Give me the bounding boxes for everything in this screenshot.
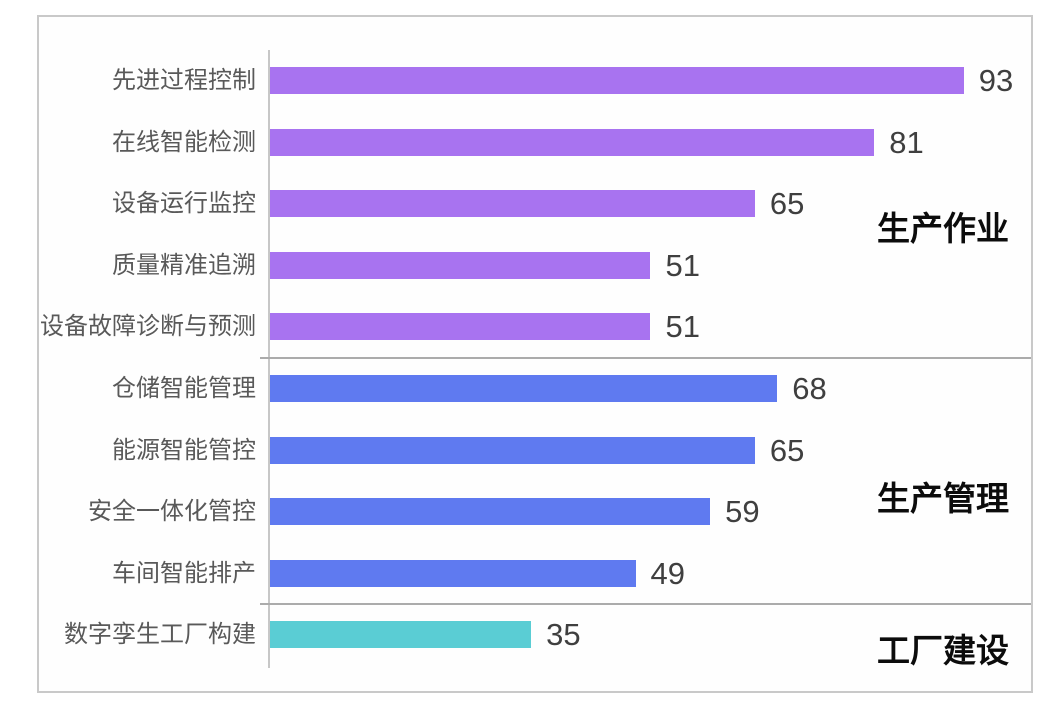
bar-row: 数字孪生工厂构建 35: [39, 617, 1031, 653]
group-label: 工厂建设: [877, 632, 1009, 669]
bar: [270, 313, 650, 341]
bar: [270, 559, 636, 587]
value-label: 51: [665, 309, 700, 345]
bar: [270, 621, 531, 649]
plot-area: 先进过程控制 93 在线智能检测 81 设备运行监控 65 质量精准追溯 51 设备故障诊断与预…: [39, 17, 1031, 691]
category-label: 车间智能排产: [112, 559, 256, 587]
category-label: 设备故障诊断与预测: [40, 313, 256, 341]
value-label: 35: [546, 617, 581, 653]
category-label: 在线智能检测: [112, 128, 256, 156]
group-label: 生产作业: [877, 210, 1009, 247]
bar-row: 车间智能排产 49: [39, 555, 1031, 591]
value-label: 81: [889, 124, 924, 160]
bar: [270, 67, 964, 94]
value-label: 68: [792, 371, 827, 406]
value-label: 65: [769, 186, 805, 222]
category-label: 能源智能管控: [112, 436, 256, 464]
bar-row: 在线智能检测 81: [39, 124, 1031, 160]
bar: [270, 128, 874, 156]
bar: [270, 251, 650, 279]
category-label: 先进过程控制: [112, 67, 256, 94]
bar: [270, 436, 755, 464]
y-axis-line: [268, 50, 270, 668]
bar-row: 设备运行监控 65: [39, 186, 1031, 222]
category-label: 质量精准追溯: [112, 251, 256, 279]
value-label: 51: [665, 247, 700, 283]
group-divider: [260, 603, 1031, 605]
bar: [270, 498, 710, 526]
bar: [270, 375, 777, 402]
bar: [270, 190, 755, 218]
category-label: 设备运行监控: [112, 190, 256, 218]
category-label: 仓储智能管理: [112, 375, 256, 402]
bar-row: 质量精准追溯 51: [39, 247, 1031, 283]
chart-frame: 先进过程控制 93 在线智能检测 81 设备运行监控 65 质量精准追溯 51 设备故障诊断与预…: [37, 15, 1033, 693]
category-label: 安全一体化管控: [88, 498, 256, 526]
bar-row: 能源智能管控 65: [39, 432, 1031, 468]
bar-row: 安全一体化管控 59: [39, 494, 1031, 530]
bar-row: 设备故障诊断与预测 51: [39, 309, 1031, 345]
value-label: 49: [650, 555, 686, 591]
bar-row: 先进过程控制 93: [39, 63, 1031, 98]
group-divider: [260, 357, 1031, 359]
value-label: 65: [769, 432, 805, 468]
category-label: 数字孪生工厂构建: [64, 621, 256, 649]
value-label: 59: [725, 494, 760, 530]
bar-row: 仓储智能管理 68: [39, 371, 1031, 406]
group-label: 生产管理: [877, 480, 1009, 517]
value-label: 93: [978, 63, 1014, 98]
